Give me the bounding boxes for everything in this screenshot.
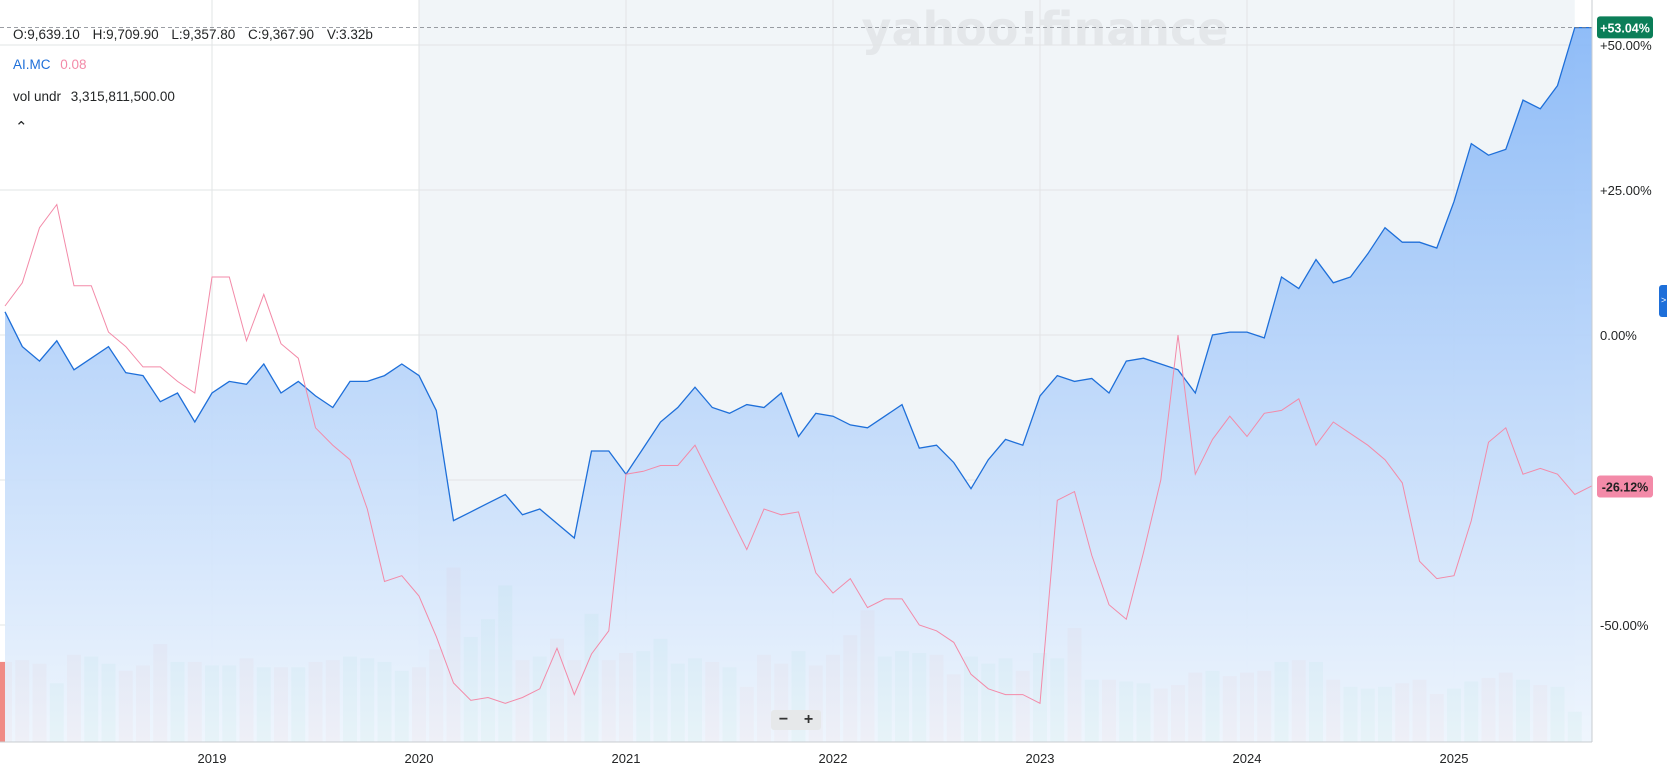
x-tick-label: 2024 (1233, 751, 1262, 766)
ohlc-readout: O:9,639.10 H:9,709.90 L:9,357.80 C:9,367… (13, 27, 382, 42)
legend-compare-value: 0.08 (60, 57, 87, 72)
high-value: H:9,709.90 (92, 27, 159, 42)
expand-panel-tab[interactable] (1659, 285, 1667, 317)
x-tick-label: 2021 (612, 751, 641, 766)
open-value: O:9,639.10 (13, 27, 80, 42)
badge-label: +53.04% (1600, 21, 1650, 35)
legend-symbol[interactable]: AI.MC (13, 57, 51, 72)
y-tick-label: 0.00% (1600, 328, 1637, 343)
zoom-controls: − + (771, 710, 821, 730)
series-legend: AI.MC 0.08 (13, 57, 87, 72)
x-tick-label: 2022 (819, 751, 848, 766)
y-tick-label: -50.00% (1600, 618, 1649, 633)
volume-underlying-value: 3,315,811,500.00 (70, 89, 175, 104)
zoom-out-button[interactable]: − (778, 711, 789, 728)
low-value: L:9,357.80 (171, 27, 236, 42)
x-tick-label: 2023 (1026, 751, 1055, 766)
volume-legend: vol undr 3,315,811,500.00 (13, 89, 175, 104)
x-tick-label: 2019 (198, 751, 227, 766)
series-line-compare (4, 203, 1593, 705)
series-area-ai-mc (5, 27, 1592, 743)
x-tick-label: 2020 (405, 751, 434, 766)
badge-label: -26.12% (1602, 480, 1649, 494)
volume-value: V:3.32b (326, 27, 373, 42)
close-value: C:9,367.90 (247, 27, 315, 42)
chevron-up-icon[interactable]: ⌃ (15, 119, 28, 136)
x-tick-label: 2025 (1440, 751, 1469, 766)
zoom-in-button[interactable]: + (803, 711, 814, 728)
y-tick-label: +25.00% (1600, 183, 1652, 198)
yahoo-finance-watermark: yahoo!finance (861, 2, 1228, 56)
y-tick-label: +50.00% (1600, 38, 1652, 53)
badge-ai-mc (1597, 16, 1653, 39)
series-line-ai-mc (4, 26, 1592, 540)
volume-label: vol undr (13, 89, 62, 104)
badge-compare (1597, 475, 1653, 498)
